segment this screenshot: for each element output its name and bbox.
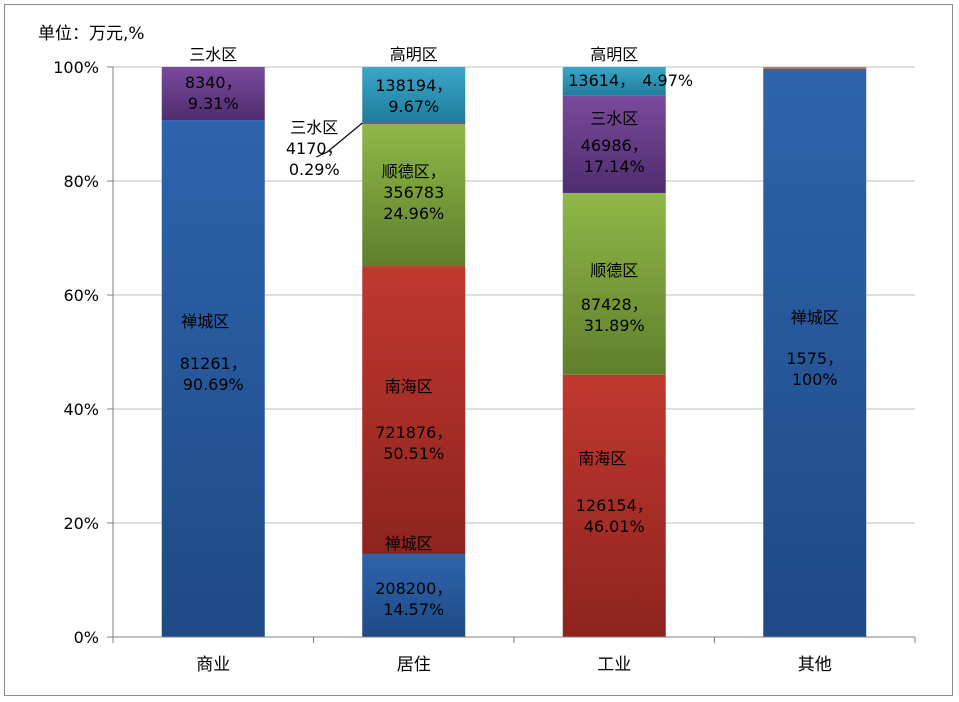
- data-label: 顺德区，: [382, 162, 446, 181]
- data-label: 1575，: [786, 349, 843, 368]
- x-tick-label: 居住: [397, 655, 431, 675]
- bar-segment: [161, 120, 265, 637]
- data-label: 南海区: [578, 449, 626, 468]
- axes: 0% 20% 40% 60% 80% 100% 商业 居住 工业 其他: [53, 58, 916, 675]
- x-tick-label: 工业: [597, 655, 631, 675]
- data-label: 126154，: [576, 496, 653, 515]
- bar-segment: [362, 553, 466, 637]
- data-label: 9.67%: [388, 97, 439, 116]
- data-label: 50.51%: [383, 444, 444, 463]
- bar-segment: [562, 374, 666, 637]
- data-label: 46.01%: [584, 517, 645, 536]
- bar-segment: [763, 67, 867, 69]
- bar-segment: [362, 123, 466, 267]
- data-label: 三水区: [189, 45, 237, 64]
- y-tick-label: 40%: [63, 400, 99, 419]
- bar-segment: [161, 67, 265, 121]
- data-label: 17.14%: [584, 157, 645, 176]
- leader-line: [316, 122, 363, 158]
- data-label: 24.96%: [383, 204, 444, 223]
- data-label: 81261，: [180, 354, 247, 373]
- data-label: 31.89%: [584, 316, 645, 335]
- data-label: 0.29%: [289, 160, 340, 179]
- unit-label: 单位：万元,%: [38, 24, 145, 44]
- data-label: 高明区: [390, 45, 438, 64]
- bar-segment: [562, 95, 666, 193]
- data-label: 100%: [792, 370, 838, 389]
- data-label: 禅城区: [181, 312, 229, 331]
- data-label: 721876，: [375, 423, 452, 442]
- data-label: 三水区: [590, 109, 638, 128]
- data-label: 46986，: [581, 136, 648, 155]
- bar-segment: [763, 68, 867, 637]
- x-tick-label: 其他: [798, 655, 832, 675]
- data-label: 高明区: [590, 45, 638, 64]
- data-label: 禅城区: [385, 534, 433, 553]
- data-label: 87428，: [581, 295, 648, 314]
- data-label: 138194，: [375, 76, 452, 95]
- data-label: 禅城区: [791, 308, 839, 327]
- data-label: 南海区: [385, 377, 433, 396]
- data-label: 13614，: [568, 71, 635, 90]
- x-tick-label: 商业: [196, 655, 230, 675]
- data-label: 208200，: [375, 579, 452, 598]
- bar-segment: [562, 192, 666, 375]
- bar-segment: [362, 67, 466, 123]
- data-label: 90.69%: [183, 375, 244, 394]
- data-label: 4.97%: [642, 71, 693, 90]
- y-tick-label: 20%: [63, 514, 99, 533]
- y-tick-label: 60%: [63, 286, 99, 305]
- bar-segment: [562, 66, 666, 96]
- data-label: 三水区: [290, 118, 338, 137]
- data-label: 9.31%: [188, 94, 239, 113]
- bars: [161, 66, 867, 637]
- y-tick-label: 80%: [63, 172, 99, 191]
- bar-segment: [362, 122, 466, 124]
- data-label: 8340，: [185, 73, 242, 92]
- bar-segment: [362, 266, 466, 554]
- data-label: 356783: [383, 183, 444, 202]
- y-tick-label: 0%: [74, 628, 99, 647]
- y-tick-label: 100%: [53, 58, 99, 77]
- data-label: 顺德区: [590, 261, 638, 280]
- data-labels: 禅城区 81261， 90.69% 三水区 8340， 9.31% 高明区 138194， 9.…: [180, 45, 843, 619]
- data-label: 4170，: [286, 139, 343, 158]
- data-label: 14.57%: [383, 600, 444, 619]
